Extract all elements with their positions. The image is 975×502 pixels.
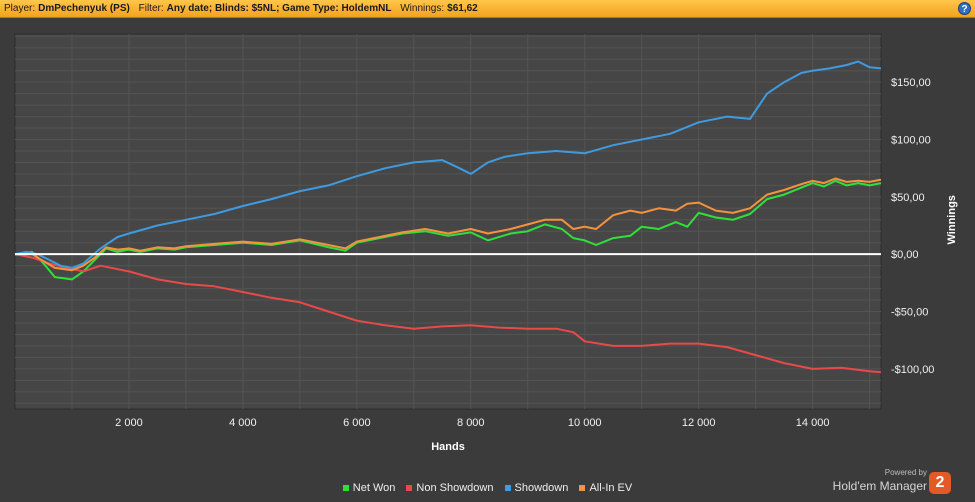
legend-label-all-in-ev: All-In EV (589, 482, 633, 494)
series-line-showdown (14, 60, 882, 269)
legend-item-all-in-ev[interactable]: All-In EV (579, 482, 632, 494)
y-tick-label: -$50,00 (891, 307, 928, 319)
powered-by-text: Powered by (884, 468, 927, 477)
winnings-value: $61,62 (447, 3, 478, 14)
net-won-swatch (342, 485, 349, 492)
winnings-label: Winnings: (400, 3, 445, 14)
brand-name: Hold'em Manager (832, 479, 927, 493)
series-line-all-in-ev (15, 177, 882, 272)
player-label: Player: (4, 3, 36, 14)
x-tick-label: 8 000 (457, 417, 485, 429)
series-line-non-showdown (14, 253, 882, 374)
all-in-ev-swatch (579, 485, 586, 492)
y-tick-label: -$100,00 (891, 364, 934, 376)
non-showdown-swatch (406, 485, 413, 492)
x-tick-label: 10 000 (568, 417, 602, 429)
hm2-logo-icon: 2 (929, 472, 951, 494)
y-axis-title: Winnings (946, 195, 958, 244)
legend-label-net-won: Net Won (352, 482, 396, 494)
series-layer (14, 60, 882, 374)
x-tick-label: 14 000 (796, 417, 830, 429)
x-axis: 2 000 4 000 6 000 8 000 10 000 12 000 14 000 (115, 417, 829, 429)
series-line-net-won (14, 179, 882, 281)
y-tick-label: $0,00 (891, 249, 919, 261)
winnings-chart: 2 000 4 000 6 000 8 000 10 000 12 000 14 000 $… (14, 33, 958, 453)
help-icon[interactable]: ? (958, 2, 971, 15)
y-tick-label: $50,00 (891, 192, 925, 204)
legend-label-showdown: Showdown (514, 482, 569, 494)
plot-area (14, 33, 882, 410)
y-tick-label: $150,00 (891, 77, 931, 89)
filter-label: Filter: (138, 3, 164, 14)
brand-logo-block: Powered by Hold'em Manager 2 (832, 468, 965, 496)
y-tick-label: $100,00 (891, 135, 931, 147)
x-tick-label: 2 000 (115, 417, 143, 429)
legend-label-non-showdown: Non Showdown (416, 482, 494, 494)
legend: Net Won Non Showdown Showdown All-In EV (0, 482, 975, 494)
legend-item-showdown[interactable]: Showdown (504, 482, 569, 494)
legend-item-non-showdown[interactable]: Non Showdown (406, 482, 493, 494)
y-axis: $150,00 $100,00 $50,00 $0,00 -$50,00 -$100,00 (891, 77, 934, 376)
player-value: DmPechenyuk (PS) (38, 3, 130, 14)
chart-header-bar: Player: DmPechenyuk (PS) Filter: Any date;… (0, 0, 975, 18)
legend-item-net-won[interactable]: Net Won (342, 482, 396, 494)
showdown-swatch (504, 485, 511, 492)
x-axis-title: Hands (431, 441, 465, 453)
x-tick-label: 4 000 (229, 417, 257, 429)
x-tick-label: 12 000 (682, 417, 716, 429)
filter-value: Any date; Blinds: $5NL; Game Type: Holde… (166, 3, 392, 14)
x-tick-label: 6 000 (343, 417, 371, 429)
